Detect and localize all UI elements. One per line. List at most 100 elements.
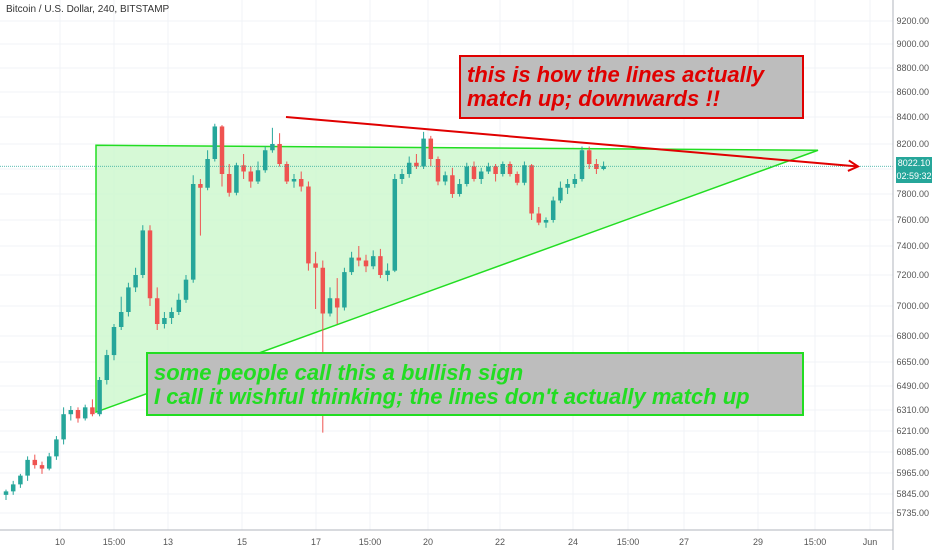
candle-body-58	[421, 138, 426, 167]
candle-body-11	[82, 407, 88, 419]
candle-body-23	[169, 312, 174, 318]
x-tick-label-3: 15	[237, 537, 247, 547]
candle-body-3	[25, 459, 30, 476]
last-price-tag: 8022.10	[896, 157, 932, 170]
green-annotation-box: some people call this a bullish sign I c…	[146, 352, 804, 416]
x-tick-label-6: 20	[423, 537, 433, 547]
x-tick-label-13: Jun	[863, 537, 878, 547]
candle-body-1	[10, 484, 16, 492]
chart-title: Bitcoin / U.S. Dollar, 240, BITSTAMP	[6, 4, 170, 15]
y-tick-label-10: 7200.00	[896, 270, 929, 280]
candle-body-80	[579, 150, 585, 179]
candle-body-26	[190, 184, 196, 280]
y-tick-label-13: 6650.00	[896, 357, 929, 367]
y-tick-label-7: 7800.00	[896, 189, 929, 199]
candle-body-37	[270, 144, 275, 151]
x-tick-label-2: 13	[163, 537, 173, 547]
candle-body-19	[140, 230, 146, 275]
candle-body-63	[457, 184, 462, 194]
candle-body-42	[306, 186, 311, 264]
candle-body-65	[471, 166, 477, 179]
candle-body-34	[248, 171, 254, 182]
candle-body-48	[349, 257, 354, 273]
y-tick-label-14: 6490.00	[896, 381, 929, 391]
candle-body-32	[234, 165, 239, 193]
candle-body-73	[529, 165, 534, 214]
y-tick-label-8: 7600.00	[896, 215, 929, 225]
x-tick-label-0: 10	[55, 537, 65, 547]
candle-body-41	[298, 179, 304, 187]
candle-body-47	[342, 272, 347, 308]
candle-body-72	[522, 165, 527, 183]
candle-body-43	[313, 263, 318, 268]
candle-body-12	[90, 407, 95, 415]
candle-body-2	[18, 475, 23, 485]
x-tick-label-1: 15:00	[103, 537, 126, 547]
candle-body-52	[378, 256, 383, 275]
candle-body-53	[385, 270, 390, 275]
candle-body-50	[363, 260, 369, 267]
candle-body-38	[277, 144, 282, 164]
candle-body-31	[226, 174, 232, 193]
triangle-pattern[interactable]	[95, 144, 819, 414]
candle-body-29	[212, 126, 218, 159]
candle-body-77	[558, 187, 563, 201]
candle-body-24	[176, 299, 182, 312]
red-trend-line[interactable]	[285, 116, 859, 168]
candle-body-68	[493, 166, 498, 174]
candle-body-78	[565, 184, 570, 188]
candle-body-18	[133, 275, 138, 288]
countdown-tag: 02:59:32	[896, 170, 932, 183]
x-tick-label-5: 15:00	[359, 537, 382, 547]
candle-body-27	[198, 184, 203, 188]
candle-body-64	[464, 166, 470, 184]
candle-body-4	[32, 459, 38, 466]
candle-body-15	[111, 327, 117, 356]
candle-body-33	[241, 165, 246, 172]
candle-body-76	[550, 200, 556, 220]
x-tick-label-4: 17	[311, 537, 321, 547]
x-tick-label-9: 15:00	[617, 537, 640, 547]
x-tick-label-10: 27	[679, 537, 689, 547]
candle-body-75	[543, 220, 549, 223]
y-tick-label-17: 6085.00	[896, 447, 929, 457]
candle-body-71	[514, 174, 520, 183]
y-tick-label-9: 7400.00	[896, 241, 929, 251]
red-annotation-line-2: match up; downwards !!	[467, 85, 720, 111]
candle-body-49	[356, 257, 362, 261]
candle-body-79	[572, 179, 578, 184]
y-tick-label-2: 8800.00	[896, 63, 929, 73]
candle-body-45	[327, 298, 333, 314]
red-trend-arrowhead	[847, 159, 861, 172]
candle-body-39	[284, 164, 290, 182]
candle-body-54	[392, 179, 398, 271]
candle-body-36	[262, 150, 268, 171]
x-tick-label-11: 29	[753, 537, 763, 547]
green-annotation-line-1: some people call this a bullish sign	[154, 360, 524, 385]
candle-body-13	[97, 380, 102, 415]
y-tick-label-19: 5845.00	[896, 489, 929, 499]
candle-body-20	[147, 230, 153, 299]
y-tick-label-15: 6310.00	[896, 405, 929, 415]
candle-body-60	[435, 159, 441, 182]
candle-body-56	[406, 162, 412, 174]
red-annotation-line-1: this is how the lines actually	[467, 62, 765, 87]
y-tick-label-18: 5965.00	[896, 468, 929, 478]
candle-body-61	[442, 175, 448, 182]
candle-body-35	[255, 170, 261, 182]
candle-body-74	[536, 213, 542, 223]
candle-body-16	[118, 312, 124, 327]
candle-body-81	[586, 150, 592, 164]
candle-body-6	[46, 456, 52, 469]
x-tick-label-8: 24	[568, 537, 578, 547]
candle-body-28	[205, 159, 210, 188]
candle-body-55	[399, 174, 405, 179]
candle-body-5	[39, 465, 45, 469]
y-tick-label-0: 9200.00	[896, 16, 929, 26]
candle-body-22	[162, 318, 167, 324]
y-tick-label-12: 6800.00	[896, 331, 929, 341]
candle-body-9	[68, 410, 74, 415]
y-tick-label-16: 6210.00	[896, 426, 929, 436]
